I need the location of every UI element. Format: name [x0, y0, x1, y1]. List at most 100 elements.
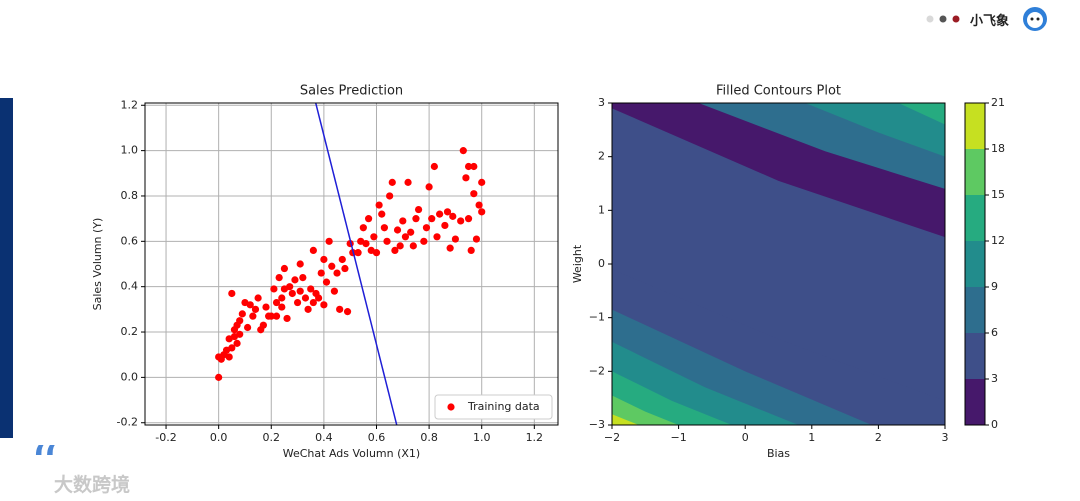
x-tick-label: 0	[742, 431, 749, 444]
accent-bar	[0, 98, 13, 438]
contour-band	[612, 395, 679, 425]
data-point	[409, 242, 417, 250]
data-point	[320, 301, 328, 309]
data-point	[422, 224, 431, 232]
x-tick-label: −2	[604, 431, 620, 444]
data-point	[228, 289, 236, 298]
data-point	[254, 294, 262, 302]
data-point	[283, 314, 291, 323]
data-point	[428, 215, 436, 223]
data-point	[364, 215, 373, 223]
data-point	[249, 312, 257, 320]
data-point	[270, 285, 278, 293]
data-point	[433, 233, 441, 241]
data-point	[251, 305, 260, 313]
chart-title: Filled Contours Plot	[716, 84, 841, 99]
colorbar-tick-label: 0	[991, 418, 998, 431]
data-point	[243, 323, 252, 332]
data-point	[354, 249, 362, 257]
contour-band	[898, 103, 945, 125]
plot-frame	[611, 102, 946, 426]
data-point	[278, 303, 286, 311]
data-point	[414, 205, 423, 214]
data-point	[464, 162, 473, 171]
x-tick-label: 0.8	[420, 431, 438, 444]
dots	[926, 15, 960, 23]
data-point	[407, 228, 415, 236]
x-tick-label: 0.2	[263, 431, 281, 444]
data-point	[383, 237, 391, 245]
data-point	[236, 317, 244, 325]
data-point	[472, 235, 481, 243]
x-axis-label: Bias	[767, 447, 790, 460]
colorbar-tick-label: 3	[991, 372, 998, 385]
data-point	[359, 224, 367, 232]
logo	[1023, 7, 1047, 31]
data-point	[449, 212, 457, 220]
data-point	[380, 224, 388, 232]
data-point	[425, 183, 433, 191]
contour-band	[612, 414, 639, 425]
x-tick-label: −1	[670, 431, 686, 444]
data-point	[470, 162, 478, 171]
data-point	[309, 298, 317, 307]
colorbar-tick-label: 12	[991, 234, 1005, 247]
data-point	[393, 226, 402, 234]
data-point	[259, 321, 267, 329]
data-point	[236, 330, 244, 338]
data-point	[386, 192, 394, 200]
data-point	[280, 264, 289, 273]
y-axis-label: Weight	[571, 244, 584, 283]
y-tick-label: -0.2	[117, 416, 138, 429]
y-tick-label: 3	[598, 96, 605, 109]
brand: 小飞象	[970, 14, 1010, 29]
x-tick-label: 0.0	[210, 431, 228, 444]
y-tick-label: 0.0	[121, 370, 139, 383]
data-point	[325, 237, 333, 245]
y-tick-label: 2	[598, 150, 605, 163]
x-tick-label: -0.2	[155, 431, 176, 444]
data-point	[378, 210, 386, 218]
data-point	[286, 283, 294, 291]
data-point	[328, 262, 336, 270]
data-point	[215, 373, 223, 381]
data-point	[459, 147, 467, 155]
data-point	[296, 260, 304, 268]
data-point	[462, 174, 470, 182]
x-tick-label: 1.2	[526, 431, 544, 444]
y-tick-label: 0.6	[121, 234, 139, 247]
data-point	[436, 210, 444, 218]
legend-label: Training data	[467, 400, 540, 413]
data-point	[296, 287, 304, 295]
data-point	[228, 344, 236, 352]
y-tick-label: −3	[589, 418, 605, 431]
data-point	[451, 235, 460, 243]
data-point	[278, 294, 286, 302]
colorbar-frame	[964, 102, 986, 426]
x-tick-label: 0.6	[368, 431, 386, 444]
quote-mark: “	[30, 445, 60, 485]
data-point	[375, 201, 383, 209]
data-point	[315, 294, 323, 302]
data-point	[420, 237, 428, 245]
data-point	[464, 215, 473, 223]
data-point	[412, 215, 420, 223]
data-point	[467, 246, 475, 254]
colorbar-tick-label: 6	[991, 326, 998, 339]
fit-line	[314, 102, 398, 426]
data-point	[388, 178, 396, 186]
data-point	[478, 178, 486, 186]
colorbar-tick-label: 15	[991, 188, 1005, 201]
data-point	[470, 190, 478, 198]
y-tick-label: 1.2	[121, 98, 139, 111]
y-tick-label: 0	[598, 257, 605, 270]
watermark: 大数跨境	[54, 474, 131, 496]
y-tick-label: 1.0	[121, 144, 139, 157]
data-point	[317, 269, 325, 277]
data-point	[246, 301, 254, 309]
x-axis-label: WeChat Ads Volumn (X1)	[283, 447, 420, 460]
colorbar-tick-label: 9	[991, 280, 998, 293]
data-point	[293, 298, 302, 307]
data-point	[446, 244, 454, 252]
